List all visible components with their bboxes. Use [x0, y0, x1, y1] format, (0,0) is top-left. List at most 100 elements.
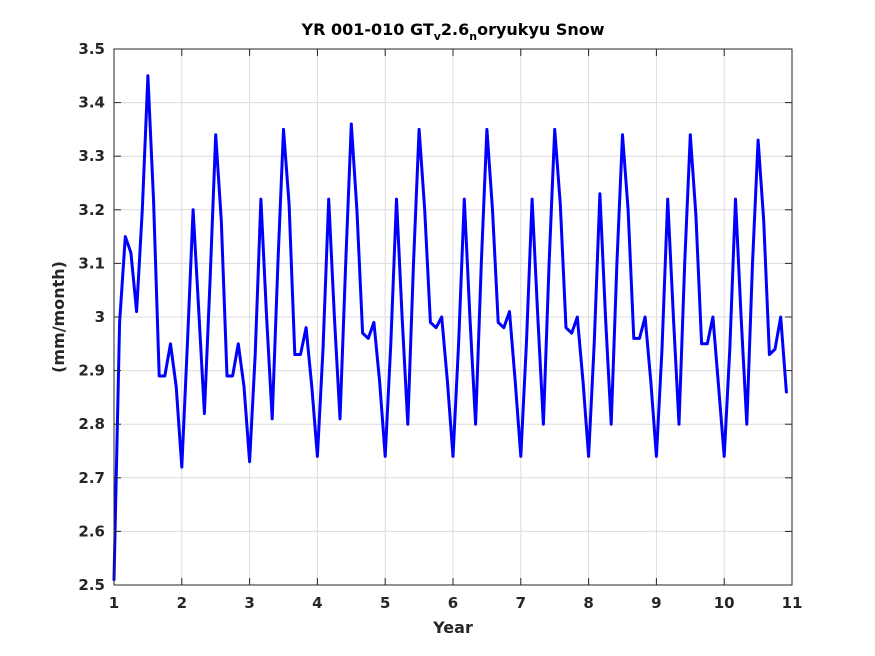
data-point	[457, 342, 460, 345]
data-point	[751, 262, 754, 265]
y-tick-label: 2.5	[78, 576, 105, 594]
data-point	[621, 133, 624, 136]
data-point	[485, 128, 488, 131]
data-point	[502, 326, 505, 329]
x-tick-label: 2	[177, 594, 187, 612]
data-point	[644, 316, 647, 319]
title-subscript-1: v	[434, 30, 442, 43]
x-tick-label: 4	[312, 594, 322, 612]
data-point	[333, 316, 336, 319]
data-point	[175, 385, 178, 388]
data-point	[548, 262, 551, 265]
data-point	[350, 123, 353, 126]
x-axis-label: Year	[432, 618, 473, 637]
data-point	[118, 321, 121, 324]
data-point	[361, 332, 364, 335]
data-point	[672, 316, 675, 319]
data-point	[248, 460, 251, 463]
data-point	[553, 128, 556, 131]
data-point	[265, 316, 268, 319]
title-part-1: YR 001-010 GT	[300, 20, 433, 39]
data-point	[610, 423, 613, 426]
data-point	[706, 342, 709, 345]
y-tick-label: 2.8	[78, 415, 105, 433]
data-point	[519, 455, 522, 458]
y-tick-label: 2.9	[78, 362, 105, 380]
data-point	[135, 310, 138, 313]
data-point	[615, 262, 618, 265]
data-point	[231, 375, 234, 378]
data-point	[508, 310, 511, 313]
series-layer	[112, 74, 788, 582]
data-point	[401, 316, 404, 319]
data-point	[412, 262, 415, 265]
y-tick-label: 3.5	[78, 40, 105, 58]
data-point	[774, 348, 777, 351]
data-point	[276, 262, 279, 265]
data-point	[389, 342, 392, 345]
data-point	[740, 316, 743, 319]
data-point	[638, 337, 641, 340]
y-tick-label: 3.2	[78, 201, 105, 219]
data-point	[593, 342, 596, 345]
data-point	[762, 219, 765, 222]
data-point	[322, 348, 325, 351]
data-point	[576, 316, 579, 319]
data-point	[531, 198, 534, 201]
data-point	[497, 321, 500, 324]
data-point	[141, 208, 144, 211]
title-part-2: 2.6	[441, 20, 469, 39]
data-point	[655, 455, 658, 458]
data-point	[355, 208, 358, 211]
data-point	[678, 423, 681, 426]
data-point	[728, 348, 731, 351]
data-point	[717, 385, 720, 388]
data-point	[146, 74, 149, 77]
data-point	[694, 214, 697, 217]
data-point	[785, 391, 788, 394]
data-point	[649, 380, 652, 383]
x-tick-label: 8	[583, 594, 593, 612]
title-subscript-2: n	[469, 30, 477, 43]
data-point	[316, 455, 319, 458]
data-point	[683, 262, 686, 265]
data-point	[192, 208, 195, 211]
data-point	[152, 198, 155, 201]
data-point	[378, 380, 381, 383]
data-point	[582, 380, 585, 383]
data-point	[220, 219, 223, 222]
data-point	[757, 139, 760, 142]
data-point	[418, 128, 421, 131]
data-point	[180, 466, 183, 469]
data-point	[491, 208, 494, 211]
data-point	[632, 337, 635, 340]
data-point	[124, 235, 127, 238]
data-point	[429, 321, 432, 324]
data-point	[711, 316, 714, 319]
chart-title: YR 001-010 GTv2.6noryukyu Snow	[300, 20, 604, 43]
data-point	[327, 198, 330, 201]
data-point	[440, 316, 443, 319]
data-point	[570, 332, 573, 335]
data-point	[452, 455, 455, 458]
y-tick-label: 3.3	[78, 147, 105, 165]
data-point	[214, 133, 217, 136]
x-tick-label: 1	[109, 594, 119, 612]
data-point	[423, 208, 426, 211]
x-tick-label: 10	[714, 594, 735, 612]
data-point	[666, 198, 669, 201]
data-point	[463, 198, 466, 201]
data-point	[293, 353, 296, 356]
data-point	[197, 310, 200, 313]
data-point	[779, 316, 782, 319]
data-point	[339, 417, 342, 420]
data-point	[446, 380, 449, 383]
data-point	[435, 326, 438, 329]
y-tick-label: 3.4	[78, 94, 105, 112]
data-point	[587, 455, 590, 458]
data-point	[163, 375, 166, 378]
data-point	[226, 375, 229, 378]
series-line-0	[112, 74, 788, 582]
data-point	[406, 423, 409, 426]
